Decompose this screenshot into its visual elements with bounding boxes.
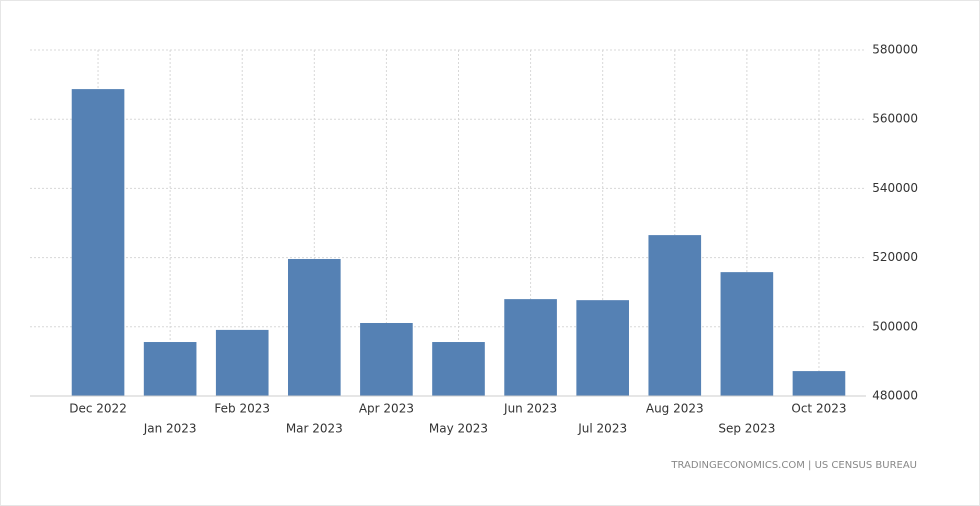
y-tick-label: 500000 — [872, 319, 918, 333]
bar — [576, 300, 629, 396]
x-tick-label: Mar 2023 — [286, 422, 343, 436]
y-tick-label: 520000 — [872, 250, 918, 264]
x-tick-label: Apr 2023 — [359, 402, 414, 416]
bar — [143, 342, 197, 396]
bar — [71, 89, 125, 397]
bar — [504, 299, 557, 396]
x-tick-label: Aug 2023 — [646, 402, 704, 416]
x-tick-label: Jul 2023 — [577, 422, 627, 436]
y-tick-label: 560000 — [872, 112, 918, 126]
x-tick-label: May 2023 — [429, 422, 488, 436]
x-tick-label: Feb 2023 — [214, 402, 270, 416]
bar — [648, 235, 702, 396]
bar — [792, 371, 846, 396]
y-tick-label: 580000 — [872, 43, 918, 57]
x-tick-label: Oct 2023 — [791, 402, 846, 416]
bar — [288, 258, 341, 396]
y-tick-label: 540000 — [872, 181, 918, 195]
x-tick-label: Dec 2022 — [69, 402, 127, 416]
bar — [432, 342, 485, 396]
bar — [360, 322, 413, 396]
bar — [720, 272, 774, 396]
bar — [215, 329, 269, 396]
y-tick-label: 480000 — [872, 389, 918, 403]
x-tick-label: Sep 2023 — [718, 422, 775, 436]
x-tick-label: Jan 2023 — [143, 422, 197, 436]
source: TRADINGECONOMICS.COM | US CENSUS BUREAU — [670, 460, 917, 471]
x-tick-label: Jun 2023 — [503, 402, 557, 416]
